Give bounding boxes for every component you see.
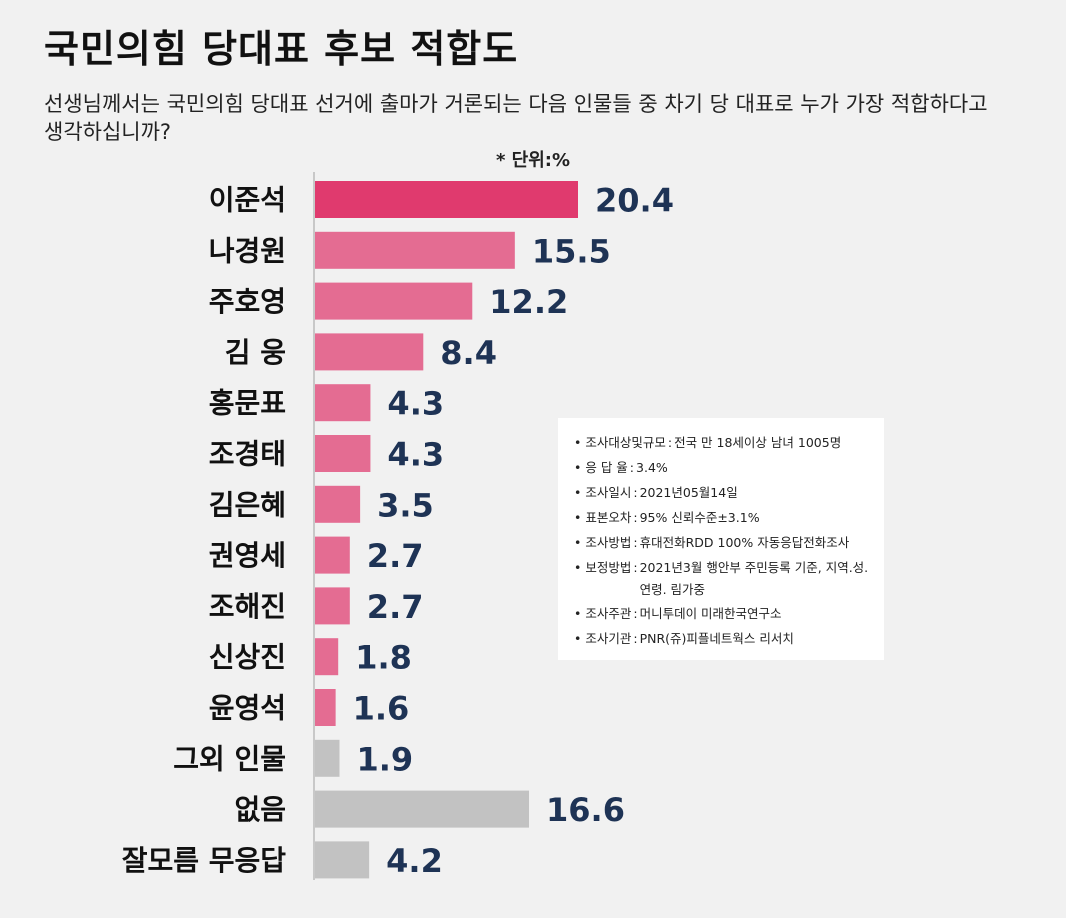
bar [315,485,361,523]
info-separator: : [633,560,638,575]
category-label: 주호영 [209,285,286,318]
category-label: 나경원 [209,234,286,267]
category-label: 조경태 [209,438,286,471]
info-value: 95% 신뢰수준±3.1% [639,510,760,525]
info-value: 3.4% [636,460,668,475]
bar [315,435,371,472]
value-label: 1.9 [356,740,413,778]
info-row: • 조사주관: 머니투데이 미래한국연구소 [574,601,874,626]
value-label: 20.4 [595,182,674,220]
info-separator: : [633,535,638,550]
value-label: 4.3 [387,436,444,474]
bar [315,841,370,879]
category-label: 홍문표 [209,387,286,420]
category-label: 윤영석 [209,692,286,725]
value-label: 1.8 [355,639,412,677]
category-label: 그외 인물 [173,742,286,775]
info-row: • 조사기관: PNR(쥬)피플네트웍스 리서치 [574,626,874,651]
info-value: 휴대전화RDD 100% 자동응답전화조사 [639,535,850,550]
chart-title: 국민의힘 당대표 후보 적합도 [44,27,519,71]
info-key: • 조사기관 [574,631,632,646]
info-value: 2021년05월14일 [639,485,738,500]
info-key: • 응 답 율 [574,460,628,475]
category-label: 이준석 [209,184,286,217]
info-separator: : [633,606,638,621]
survey-question: 선생님께서는 국민의힘 당대표 선거에 출마가 거론되는 다음 인물들 중 차기… [44,92,988,144]
value-label: 1.6 [353,690,410,728]
value-label: 15.5 [532,232,611,270]
info-separator: : [633,485,638,500]
bar [315,536,350,574]
bar [315,333,424,371]
info-key: • 조사대상및규모 [574,435,666,450]
info-row: • 조사대상및규모: 전국 만 18세이상 남녀 1005명 [574,430,874,455]
bar [315,181,578,218]
value-label: 4.3 [387,385,444,423]
category-label: 신상진 [209,641,286,674]
value-label: 3.5 [377,486,434,524]
category-label: 잘모름 무응답 [122,844,287,877]
category-label: 조해진 [209,590,286,623]
info-row: • 보정방법:2021년3월 행안부 주민등록 기준, 지역.성.연령. 림가중 [574,555,874,601]
info-key: • 조사방법 [574,535,632,550]
value-label: 12.2 [489,283,568,321]
info-value: 2021년3월 행안부 주민등록 기준, 지역.성.연령. 림가중 [639,560,869,597]
info-key: • 보정방법 [574,560,632,575]
info-value: 머니투데이 미래한국연구소 [639,606,782,621]
value-label: 2.7 [367,588,424,626]
bar [315,790,530,828]
info-separator: : [633,631,638,646]
info-row: • 표본오차:95% 신뢰수준±3.1% [574,505,874,530]
info-value: PNR(쥬)피플네트웍스 리서치 [639,631,794,646]
info-separator: : [633,510,638,525]
info-row: • 조사방법: 휴대전화RDD 100% 자동응답전화조사 [574,530,874,555]
info-separator: : [667,435,673,450]
info-value: 전국 만 18세이상 남녀 1005명 [674,435,842,450]
category-label: 김은혜 [209,488,286,521]
info-row: • 조사일시:2021년05월14일 [574,480,874,505]
category-label: 김 웅 [225,336,286,369]
bar [315,282,473,320]
info-separator: : [629,460,635,475]
category-label: 권영세 [209,539,286,572]
survey-info-box: • 조사대상및규모: 전국 만 18세이상 남녀 1005명 • 응 답 율:3.4… [558,418,884,660]
category-label: 없음 [234,793,286,826]
value-label: 8.4 [440,334,497,372]
info-row: • 응 답 율:3.4% [574,455,874,480]
value-label: 16.6 [546,791,625,829]
bar [315,739,340,777]
bar [315,689,336,726]
unit-label: * 단위:% [496,150,571,171]
info-key: • 조사일시 [574,485,632,500]
bar [315,384,371,422]
bar [315,231,515,269]
bar [315,638,339,676]
bar [315,587,350,625]
value-label: 4.2 [386,842,443,880]
info-key: • 표본오차 [574,510,632,525]
info-key: • 조사주관 [574,606,632,621]
value-label: 2.7 [367,537,424,575]
